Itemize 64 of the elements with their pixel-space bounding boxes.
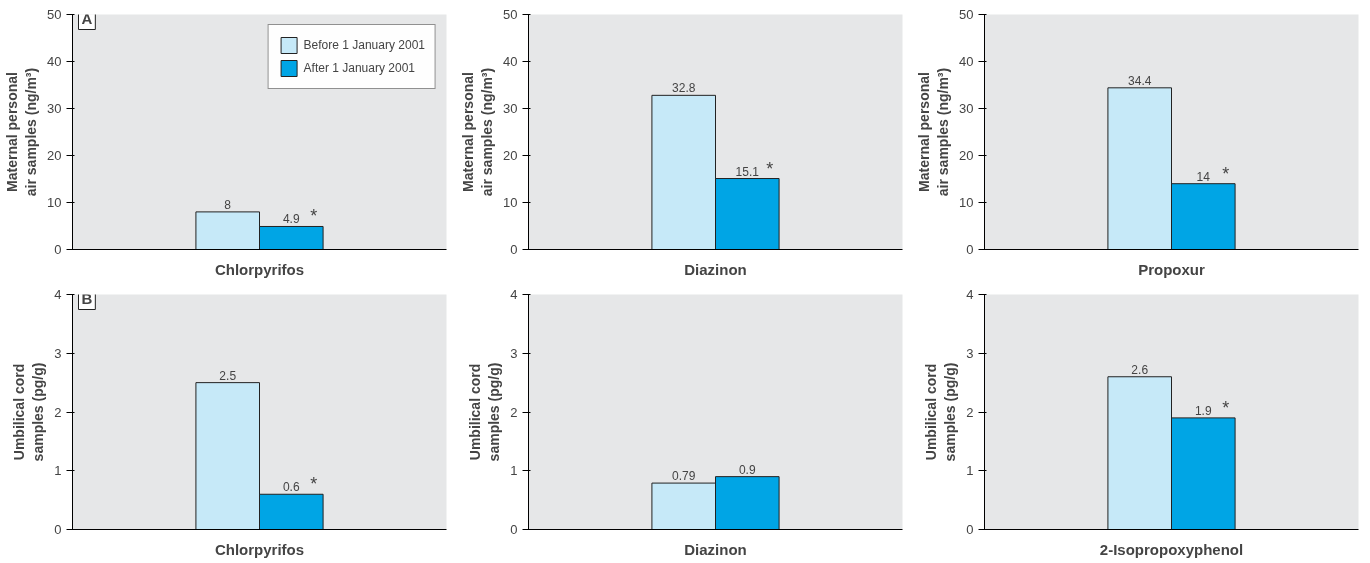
y-tick-label: 10 — [47, 195, 62, 210]
data-label: 0.79 — [672, 469, 696, 484]
annotation: * — [1222, 397, 1230, 418]
y-tick-label: 10 — [959, 195, 974, 210]
y-tick-label: 4 — [966, 287, 974, 302]
data-label: 0.6 — [282, 480, 300, 495]
y-tick-label: 3 — [510, 345, 518, 361]
data-label: 8 — [224, 197, 232, 212]
y-tick-label: 30 — [959, 101, 974, 116]
x-tick-label: Chlorpyrifos — [214, 540, 305, 558]
y-tick-label: 30 — [503, 101, 518, 116]
legend-label: After 1 January 2001 — [303, 61, 415, 75]
annotation: * — [1222, 163, 1230, 184]
data-label: 15.1 — [735, 164, 760, 179]
y-tick-label: 0 — [510, 522, 518, 537]
x-tick-label: Diazinon — [684, 260, 747, 278]
y-tick-label: 40 — [503, 54, 518, 69]
data-label: 4.9 — [282, 212, 300, 227]
x-tick-label: Diazinon — [684, 540, 747, 558]
y-tick-label: 3 — [966, 345, 974, 361]
legend-label: Before 1 January 2001 — [303, 38, 425, 52]
y-axis-title: Maternal personal air samples (ng/m³) — [3, 67, 40, 197]
annotation: * — [766, 158, 774, 179]
y-tick-label: 2 — [54, 404, 62, 420]
y-tick-label: 50 — [47, 7, 62, 22]
y-tick-label: 10 — [503, 195, 518, 210]
y-tick-label: 4 — [510, 287, 518, 302]
y-tick-label: 20 — [959, 148, 974, 163]
y-axis-title: Umbilical cord samples (pg/g) — [11, 362, 47, 462]
y-tick-label: 20 — [47, 148, 62, 163]
y-tick-label: 1 — [966, 463, 974, 479]
y-axis-title: Umbilical cord samples (pg/g) — [467, 362, 503, 462]
y-tick-label: 40 — [47, 54, 62, 69]
y-tick-label: 4 — [54, 287, 62, 302]
annotation: * — [310, 474, 318, 495]
y-tick-label: 1 — [54, 463, 62, 479]
y-axis-title: Maternal personal air samples (ng/m³) — [459, 67, 496, 197]
y-tick-label: 30 — [47, 101, 62, 116]
data-label: 34.4 — [1128, 73, 1152, 88]
y-tick-label: 2 — [966, 404, 974, 420]
y-tick-label: 0 — [510, 242, 518, 257]
y-tick-label: 3 — [54, 345, 62, 361]
data-label: 0.9 — [738, 462, 756, 477]
y-tick-label: 20 — [503, 148, 518, 163]
y-tick-label: 40 — [959, 54, 974, 69]
data-label: 1.9 — [1194, 403, 1212, 418]
y-tick-label: 0 — [54, 522, 62, 537]
y-axis-title: Umbilical cord samples (pg/g) — [923, 362, 959, 462]
y-tick-label: 0 — [966, 522, 974, 537]
data-label: 2.6 — [1131, 362, 1149, 377]
y-tick-label: 0 — [54, 242, 62, 257]
data-label: 32.8 — [672, 81, 696, 96]
data-label: 14 — [1196, 169, 1211, 184]
annotation: * — [310, 206, 318, 227]
x-tick-label: Propoxur — [1138, 260, 1205, 278]
x-tick-label: 2-Isopropoxyphenol — [1099, 540, 1244, 558]
y-tick-label: 50 — [959, 7, 974, 22]
y-axis-title: Maternal personal air samples (ng/m³) — [915, 67, 952, 197]
x-tick-label: Chlorpyrifos — [214, 260, 305, 278]
y-tick-label: 2 — [510, 404, 518, 420]
y-tick-label: 50 — [503, 7, 518, 22]
y-tick-label: 1 — [510, 463, 518, 479]
y-tick-label: 0 — [966, 242, 974, 257]
data-label: 2.5 — [219, 368, 237, 383]
